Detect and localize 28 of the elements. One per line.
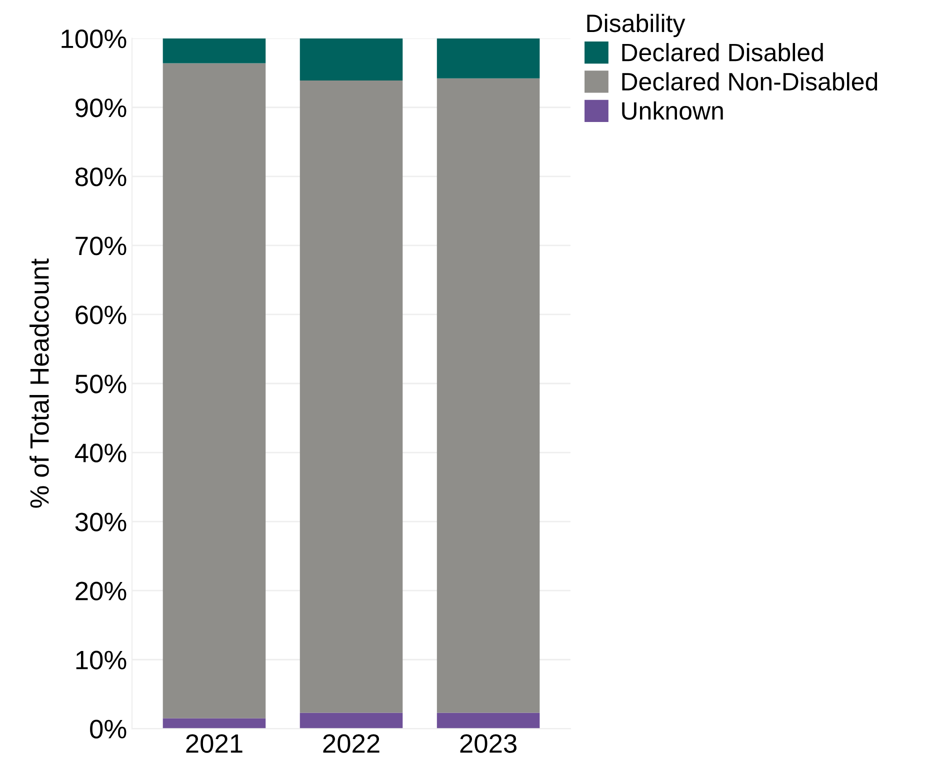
y-tick-label: 80%: [75, 168, 126, 186]
legend-label: Unknown: [622, 101, 723, 120]
y-tick-label: 40%: [74, 444, 126, 462]
x-tick-label: 2021: [186, 734, 242, 753]
x-tick-label: 2022: [323, 734, 380, 753]
y-tick-label: 0%: [90, 720, 126, 738]
y-axis-title: % of Total Headcount: [30, 258, 49, 508]
y-tick-label: 100%: [62, 29, 126, 48]
bar: [162, 718, 266, 729]
bar: [162, 63, 266, 718]
y-tick-label: 70%: [76, 236, 126, 256]
legend-label: Declared Non-Disabled: [622, 72, 878, 91]
legend-label: Declared Disabled: [622, 43, 823, 62]
bar: [300, 712, 403, 729]
bar: [162, 38, 266, 64]
legend-title: Disability: [587, 14, 686, 38]
x-tick-label: 2023: [460, 734, 516, 753]
bar: [300, 80, 403, 713]
bar: [436, 78, 540, 713]
y-tick-label: 20%: [76, 582, 126, 600]
bar: [436, 38, 540, 78]
y-tick-label: 30%: [75, 512, 126, 532]
y-tick-label: 50%: [75, 374, 126, 394]
y-tick-label: 60%: [76, 306, 126, 324]
bar: [300, 38, 403, 80]
bar: [436, 712, 540, 729]
y-tick-label: 90%: [76, 98, 126, 118]
y-tick-label: 10%: [76, 650, 126, 670]
